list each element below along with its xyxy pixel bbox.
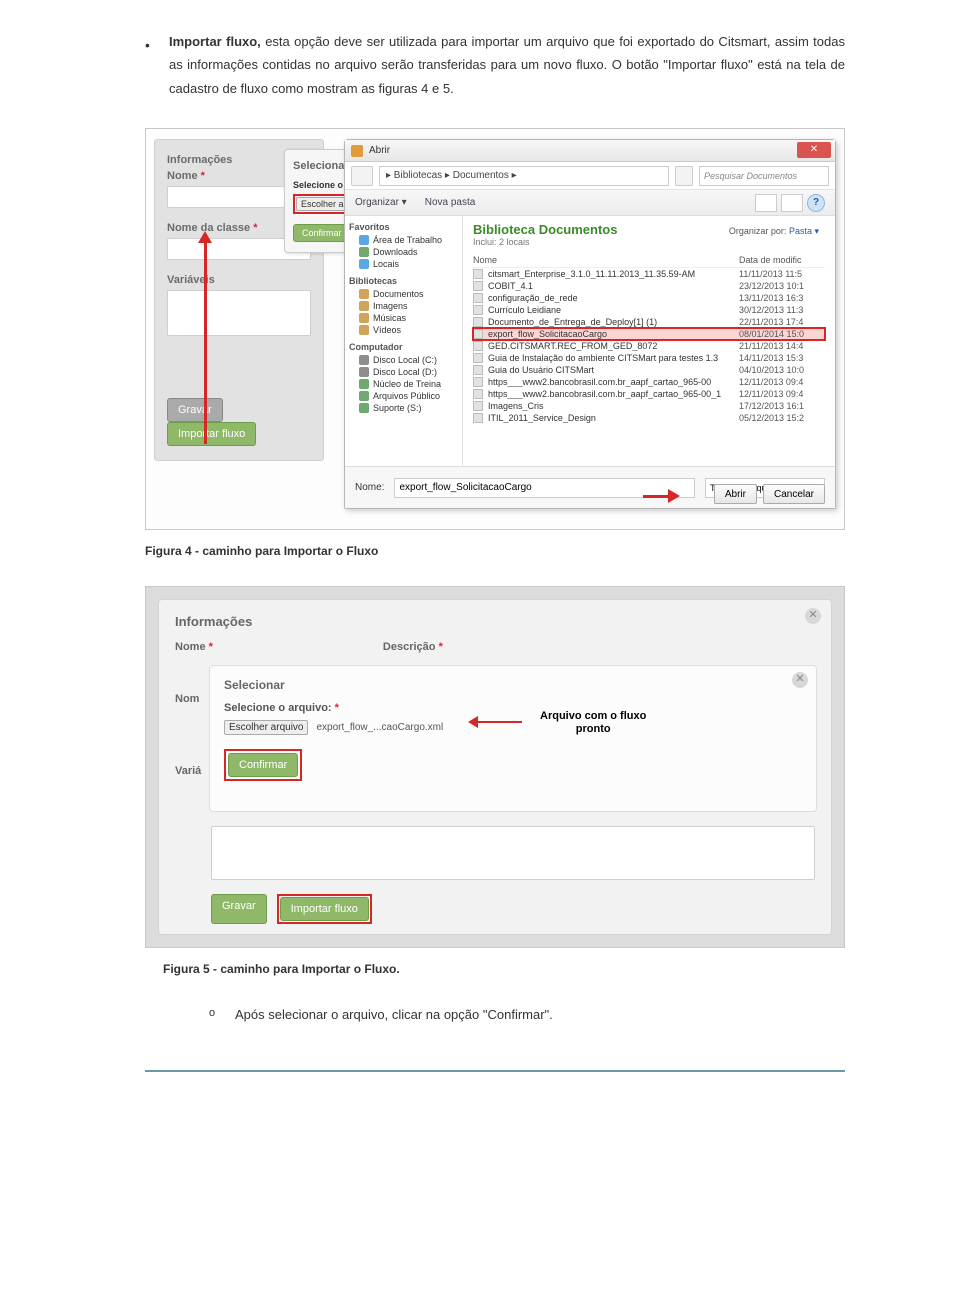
- file-row[interactable]: export_flow_SolicitacaoCargo08/01/2014 1…: [473, 328, 825, 340]
- intro-text: esta opção deve ser utilizada para impor…: [169, 34, 845, 96]
- file-row[interactable]: https___www2.bancobrasil.com.br_aapf_car…: [473, 376, 825, 388]
- file-row[interactable]: Documento_de_Entrega_de_Deploy[1] (1)22/…: [473, 316, 825, 328]
- file-row[interactable]: Currículo Leidiane30/12/2013 11:3: [473, 304, 825, 316]
- col-date[interactable]: Data de modific: [739, 255, 825, 265]
- dialog-titlebar: Abrir ✕: [345, 140, 835, 162]
- organize-by: Organizar por: Pasta ▾: [729, 226, 819, 237]
- help-icon[interactable]: ?: [807, 194, 825, 212]
- fname-label: Nome:: [355, 482, 384, 493]
- organizar-menu[interactable]: Organizar ▾: [355, 197, 407, 208]
- biblio-sub: Inclui: 2 locais: [473, 237, 825, 247]
- confirmar-button[interactable]: Confirmar: [228, 753, 298, 777]
- col-name[interactable]: Nome: [473, 255, 739, 265]
- input-var[interactable]: [167, 290, 311, 336]
- file-row[interactable]: Guia de Instalação do ambiente CITSMart …: [473, 352, 825, 364]
- label-var: Variáveis: [167, 274, 311, 286]
- selecionar-panel: ✕ Selecionar Selecione o arquivo: * Esco…: [209, 665, 817, 812]
- annotation: Arquivo com o fluxo pronto: [540, 710, 646, 736]
- outro-paragraph: o Após selecionar o arquivo, clicar na o…: [145, 1004, 845, 1026]
- importar-fluxo-button[interactable]: Importar fluxo: [280, 897, 369, 921]
- importar-fluxo-button[interactable]: Importar fluxo: [167, 422, 256, 446]
- refresh-button[interactable]: [675, 166, 693, 186]
- label-varia: Variá: [175, 765, 211, 777]
- label-desc: Descrição *: [383, 641, 443, 653]
- sel-label: Selecione o arquivo:: [224, 702, 332, 714]
- cancelar-button[interactable]: Cancelar: [763, 484, 825, 504]
- figure-1: Informações Nome * Nome da classe * Vari…: [145, 128, 845, 530]
- search-input[interactable]: Pesquisar Documentos: [699, 166, 829, 186]
- figure-2: ✕ Informações Nome * Descrição * Nom Var…: [145, 586, 845, 948]
- caption-1: Figura 4 - caminho para Importar o Fluxo: [145, 544, 845, 558]
- textarea[interactable]: [211, 826, 815, 880]
- file-row[interactable]: GED.CITSMART.REC_FROM_GED_807221/11/2013…: [473, 340, 825, 352]
- file-row[interactable]: https___www2.bancobrasil.com.br_aapf_car…: [473, 388, 825, 400]
- folder-tree[interactable]: Favoritos Área de Trabalho Downloads Loc…: [345, 216, 463, 466]
- arrow-to-file: [462, 716, 522, 728]
- view-button[interactable]: [755, 194, 777, 212]
- label-nom2: Nom: [175, 693, 211, 705]
- breadcrumb[interactable]: ▸ Bibliotecas ▸ Documentos ▸: [379, 166, 669, 186]
- intro-lead: Importar fluxo,: [169, 34, 261, 49]
- dialog-toolbar: Organizar ▾ Nova pasta ?: [345, 190, 835, 216]
- gravar-button[interactable]: Gravar: [167, 398, 223, 422]
- file-row[interactable]: Imagens_Cris17/12/2013 16:1: [473, 400, 825, 412]
- file-row[interactable]: COBIT_4.123/12/2013 10:1: [473, 280, 825, 292]
- arrow-vertical: [204, 234, 207, 444]
- abrir-button[interactable]: Abrir: [714, 484, 757, 504]
- nova-pasta-button[interactable]: Nova pasta: [425, 197, 476, 208]
- intro-paragraph: • Importar fluxo, esta opção deve ser ut…: [145, 30, 845, 100]
- back-button[interactable]: [351, 166, 373, 186]
- file-dialog: Abrir ✕ ▸ Bibliotecas ▸ Documentos ▸ Pes…: [344, 139, 836, 509]
- dialog-title: Abrir: [369, 145, 390, 156]
- dialog-nav: ▸ Bibliotecas ▸ Documentos ▸ Pesquisar D…: [345, 162, 835, 190]
- file-row[interactable]: configuração_de_rede13/11/2013 16:3: [473, 292, 825, 304]
- close-icon[interactable]: ✕: [797, 142, 831, 158]
- chosen-filename: export_flow_...caoCargo.xml: [316, 722, 443, 733]
- fig2-title: Informações: [175, 614, 815, 629]
- fig2-panel: ✕ Informações Nome * Descrição * Nom Var…: [158, 599, 832, 935]
- close-icon[interactable]: ✕: [792, 672, 808, 688]
- footer-rule: [145, 1070, 845, 1072]
- file-row[interactable]: citsmart_Enterprise_3.1.0_11.11.2013_11.…: [473, 268, 825, 280]
- confirmar-button-mini[interactable]: Confirmar: [293, 224, 351, 242]
- sel-title: Selecionar: [224, 678, 802, 692]
- label-nome: Nome *: [175, 641, 213, 653]
- bullet: •: [145, 33, 150, 58]
- view-button-2[interactable]: [781, 194, 803, 212]
- file-row[interactable]: ITIL_2011_Service_Design05/12/2013 15:2: [473, 412, 825, 424]
- arrow-to-abrir: [643, 490, 687, 502]
- caption-2: Figura 5 - caminho para Importar o Fluxo…: [163, 962, 845, 976]
- file-list[interactable]: Biblioteca Documentos Inclui: 2 locais N…: [463, 216, 835, 466]
- gravar-button[interactable]: Gravar: [211, 894, 267, 924]
- escolher-arquivo-button[interactable]: Escolher arquivo: [224, 720, 308, 735]
- close-icon[interactable]: ✕: [805, 608, 821, 624]
- outro-text: Após selecionar o arquivo, clicar na opç…: [235, 1007, 553, 1022]
- file-row[interactable]: Guia do Usuário CITSMart04/10/2013 10:0: [473, 364, 825, 376]
- folder-icon: [351, 145, 363, 157]
